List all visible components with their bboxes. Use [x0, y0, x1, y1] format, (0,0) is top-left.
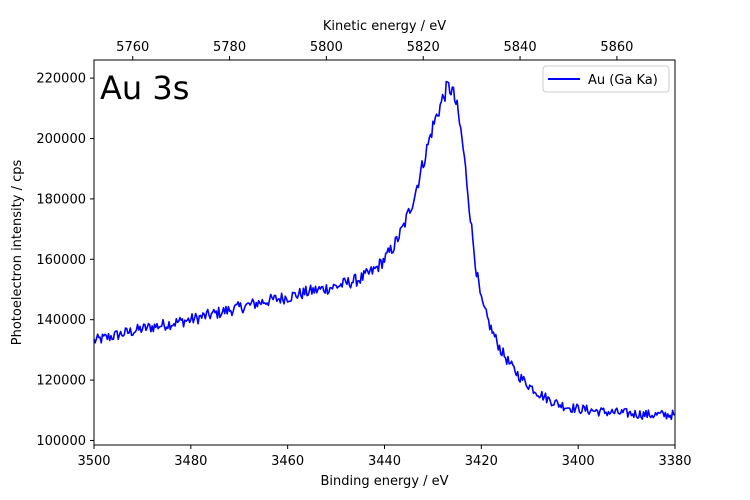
annotation-label: Au 3s — [100, 69, 189, 107]
y-axis-title: Photoelectron intensity / cps — [10, 160, 25, 346]
x2-tick-label: 5800 — [310, 40, 343, 55]
y-tick-label: 120000 — [36, 374, 86, 389]
x2-axis-title: Kinetic energy / eV — [323, 19, 446, 34]
x2-tick-label: 5860 — [600, 40, 633, 55]
series-layer — [93, 80, 676, 421]
x-axis-bottom: 3500 3480 3460 3440 3420 3400 3380 — [77, 445, 692, 469]
x2-tick-label: 5820 — [407, 40, 440, 55]
legend: Au (Ga Ka) — [542, 65, 670, 93]
y-tick-label: 220000 — [36, 72, 86, 87]
x-tick-label: 3460 — [271, 454, 304, 469]
x-tick-label: 3440 — [368, 454, 401, 469]
x-tick-label: 3400 — [562, 454, 595, 469]
x-axis-top: 5760 5780 5800 5820 5840 5860 — [116, 40, 633, 60]
y-tick-label: 100000 — [36, 434, 86, 449]
y-tick-label: 160000 — [36, 253, 86, 268]
series-line — [93, 80, 676, 421]
y-tick-label: 140000 — [36, 313, 86, 328]
x2-tick-label: 5840 — [504, 40, 537, 55]
x-axis-title: Binding energy / eV — [320, 474, 448, 489]
x-tick-label: 3420 — [465, 454, 498, 469]
y-tick-label: 180000 — [36, 192, 86, 207]
x-tick-label: 3480 — [174, 454, 207, 469]
legend-box — [542, 65, 670, 93]
x-tick-label: 3500 — [77, 454, 110, 469]
y-axis: 100000 120000 140000 160000 180000 200000 2200… — [36, 72, 94, 449]
legend-entry-label: Au (Ga Ka) — [588, 73, 658, 88]
x2-tick-label: 5780 — [213, 40, 246, 55]
y-tick-label: 200000 — [36, 132, 86, 147]
x-tick-label: 3380 — [658, 454, 691, 469]
plot-frame — [93, 59, 676, 446]
x2-tick-label: 5760 — [116, 40, 149, 55]
plot-background — [94, 60, 675, 445]
